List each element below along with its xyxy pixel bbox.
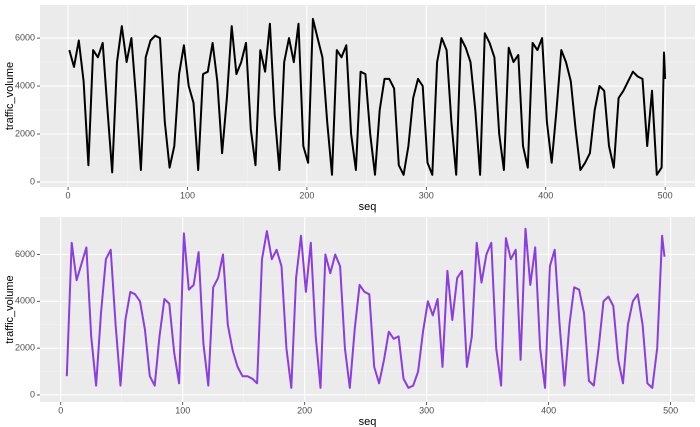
- x-tick-label: 400: [538, 190, 553, 200]
- y-tick-label: 2000: [15, 128, 35, 138]
- x-tick-label: 100: [180, 190, 195, 200]
- x-tick-label: 300: [419, 190, 434, 200]
- plot-panel: [40, 217, 695, 402]
- y-axis-title: traffic_volume: [4, 62, 16, 130]
- x-tick-label: 100: [175, 405, 190, 415]
- y-tick-label: 4000: [15, 80, 35, 90]
- y-axis-title: traffic_volume: [4, 275, 16, 343]
- x-axis-title: seq: [359, 201, 377, 213]
- data-line: [68, 17, 667, 176]
- y-tick-label: 2000: [15, 343, 35, 353]
- x-tick-label: 200: [299, 190, 314, 200]
- y-tick-label: 6000: [15, 249, 35, 259]
- x-tick-label: 0: [58, 405, 63, 415]
- y-tick-label: 6000: [15, 32, 35, 42]
- x-tick-label: 0: [66, 190, 71, 200]
- x-tick-label: 200: [297, 405, 312, 415]
- data-line: [65, 227, 666, 389]
- x-tick-label: 500: [658, 190, 673, 200]
- x-tick-label: 300: [419, 405, 434, 415]
- x-tick-label: 500: [663, 405, 678, 415]
- y-tick-label: 4000: [15, 296, 35, 306]
- y-tick-label: 0: [30, 389, 35, 399]
- y-tick-label: 0: [30, 176, 35, 186]
- x-axis-title: seq: [359, 416, 377, 427]
- x-tick-label: 400: [541, 405, 556, 415]
